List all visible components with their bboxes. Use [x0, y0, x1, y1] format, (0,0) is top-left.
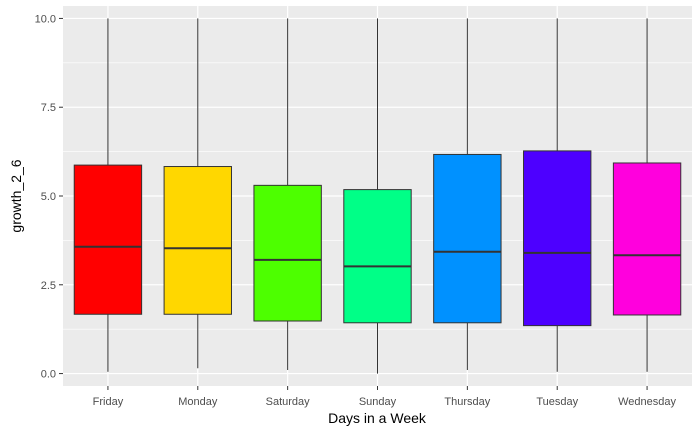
box-body — [433, 153, 502, 324]
box-sunday — [343, 18, 412, 374]
box-body — [163, 166, 232, 315]
y-tick-label: 2.5 — [41, 280, 56, 292]
box-body — [253, 184, 322, 322]
x-tick-label: Friday — [93, 396, 124, 408]
x-tick-label: Monday — [178, 396, 218, 408]
x-axis-title: Days in a Week — [328, 410, 427, 426]
box-tuesday — [523, 18, 592, 372]
y-axis-title: growth_2_6 — [8, 159, 24, 232]
y-tick-label: 0.0 — [41, 369, 56, 381]
box-wednesday — [612, 18, 682, 372]
x-tick-label: Thursday — [444, 396, 490, 408]
x-axis: Friday Monday Saturday Sunday Thursday Tuesda… — [93, 386, 677, 408]
box-body — [523, 150, 592, 327]
x-tick-label: Tuesday — [536, 396, 578, 408]
box-monday — [163, 18, 232, 369]
x-tick-label: Wednesday — [618, 396, 676, 408]
y-tick-label: 5.0 — [41, 191, 56, 203]
x-tick-label: Saturday — [266, 396, 311, 408]
box-thursday — [433, 18, 502, 371]
box-body — [612, 162, 682, 316]
y-tick-label: 7.5 — [41, 102, 56, 114]
boxes — [73, 18, 682, 374]
box-saturday — [253, 18, 322, 371]
x-tick-label: Sunday — [359, 396, 397, 408]
box-friday — [73, 18, 143, 372]
box-body — [73, 164, 143, 315]
y-tick-label: 10.0 — [35, 13, 56, 25]
y-axis: 0.0 2.5 5.0 7.5 10.0 — [35, 13, 63, 381]
box-body — [343, 189, 412, 324]
